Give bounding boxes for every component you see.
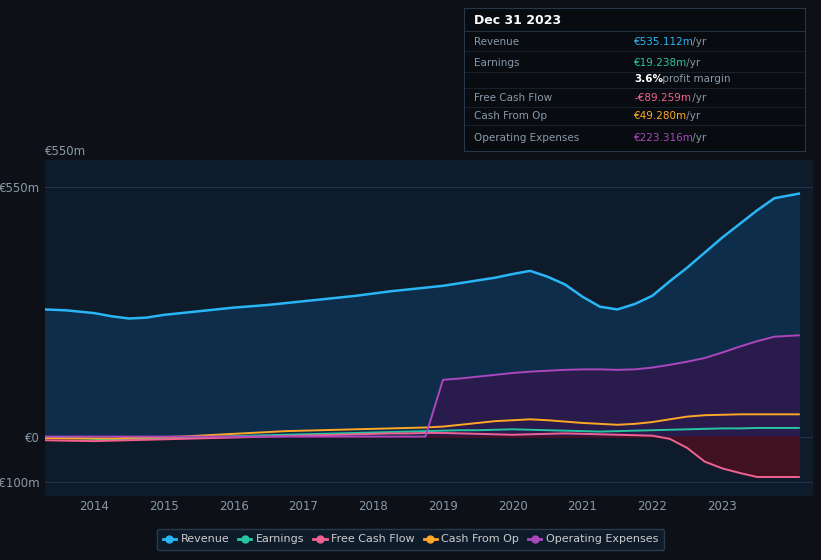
Legend: Revenue, Earnings, Free Cash Flow, Cash From Op, Operating Expenses: Revenue, Earnings, Free Cash Flow, Cash …: [157, 529, 664, 550]
Text: 3.6%: 3.6%: [635, 74, 663, 84]
Text: €19.238m: €19.238m: [635, 58, 687, 68]
Text: €223.316m: €223.316m: [635, 133, 694, 143]
Text: €535.112m: €535.112m: [635, 37, 694, 47]
Text: /yr: /yr: [683, 111, 700, 121]
Text: Revenue: Revenue: [474, 37, 519, 47]
Text: Dec 31 2023: Dec 31 2023: [474, 14, 562, 27]
Text: /yr: /yr: [690, 37, 707, 47]
Text: €49.280m: €49.280m: [635, 111, 687, 121]
Text: /yr: /yr: [690, 92, 707, 102]
Text: Earnings: Earnings: [474, 58, 520, 68]
Text: -€89.259m: -€89.259m: [635, 92, 691, 102]
Text: Cash From Op: Cash From Op: [474, 111, 547, 121]
Text: Free Cash Flow: Free Cash Flow: [474, 92, 553, 102]
Text: Operating Expenses: Operating Expenses: [474, 133, 580, 143]
Text: /yr: /yr: [683, 58, 700, 68]
Text: profit margin: profit margin: [658, 74, 730, 84]
Text: €550m: €550m: [45, 145, 86, 158]
Text: /yr: /yr: [690, 133, 707, 143]
